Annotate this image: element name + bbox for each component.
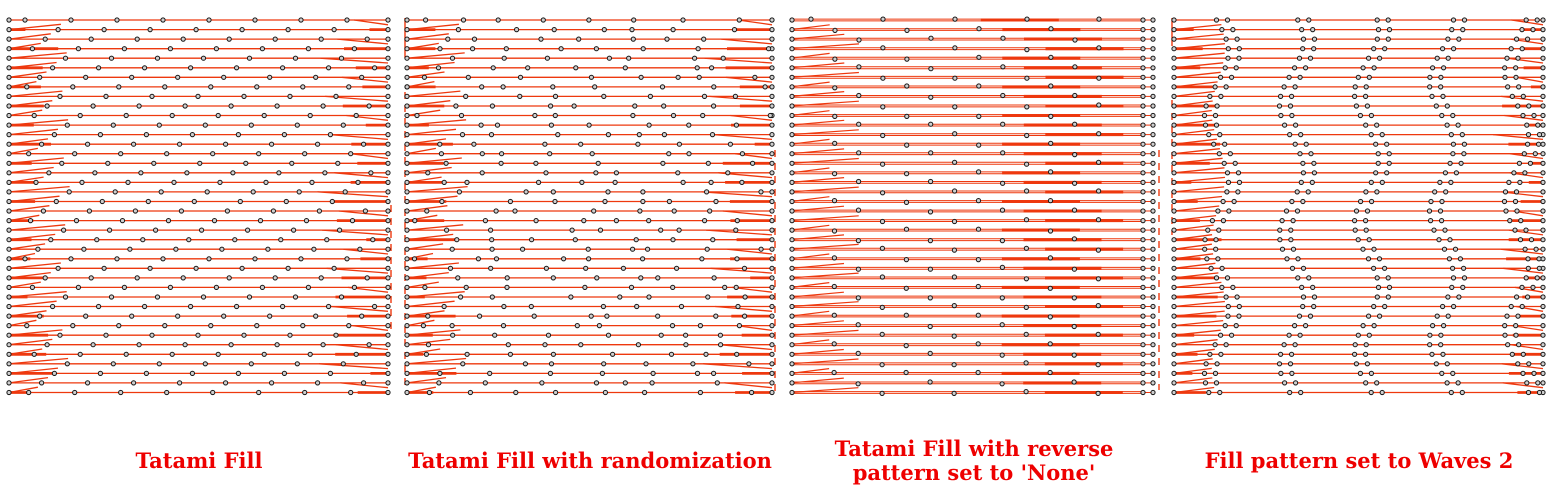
panel-tatami-fill: Tatami Fill bbox=[5, 0, 393, 500]
panel-tatami-fill-randomized: Tatami Fill with randomization bbox=[403, 0, 777, 500]
tatami-fill-stitch-plot bbox=[6, 17, 392, 396]
panel-tatami-fill-reverse-none: Tatami Fill with reverse pattern set to … bbox=[787, 0, 1161, 500]
panel-waves-2-fill: Fill pattern set to Waves 2 bbox=[1170, 0, 1548, 500]
panel-caption: Tatami Fill bbox=[5, 430, 393, 492]
panel-caption-text: Fill pattern set to Waves 2 bbox=[1204, 448, 1514, 474]
panel-caption: Tatami Fill with randomization bbox=[403, 430, 777, 492]
panel-caption: Fill pattern set to Waves 2 bbox=[1170, 430, 1548, 492]
waves-2-fill-stitch-plot bbox=[1171, 17, 1546, 396]
tatami-fill-reverse-none-stitch-plot bbox=[789, 16, 1160, 396]
tatami-fill-randomized-stitch-plot bbox=[404, 17, 776, 396]
panel-caption-text: Tatami Fill bbox=[135, 448, 263, 474]
panel-caption: Tatami Fill with reverse pattern set to … bbox=[787, 430, 1161, 492]
panel-caption-text: Tatami Fill with reverse pattern set to … bbox=[834, 436, 1114, 485]
panel-caption-text: Tatami Fill with randomization bbox=[408, 448, 772, 474]
